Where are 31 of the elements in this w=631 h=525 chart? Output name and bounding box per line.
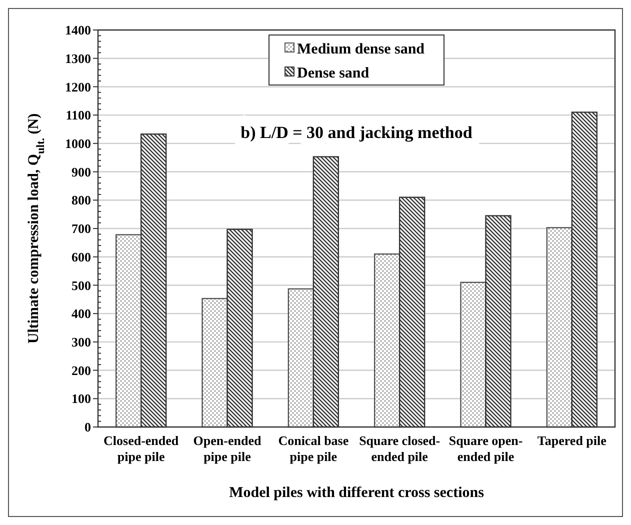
text: b) L/D = 30 and jacking method [240, 123, 473, 142]
y-tick-label: 200 [72, 362, 91, 378]
x-tick-label: Tapered pile [537, 433, 607, 448]
x-tick-label: Closed-ended pipe pile [104, 433, 180, 464]
legend-label: Dense sand [297, 65, 370, 82]
bar [460, 282, 486, 428]
y-tick-label: 1100 [66, 108, 91, 123]
y-tick-label: 1000 [65, 136, 91, 151]
x-tick-label: Square open-ended pile [448, 433, 523, 464]
y-tick-label: 400 [72, 306, 91, 322]
legend-label: Medium dense sand [297, 41, 426, 58]
y-tick-label: 100 [72, 391, 91, 406]
y-tick-label: 1200 [65, 79, 91, 94]
y-tick-label: 800 [72, 192, 91, 208]
y-tick-label: 600 [72, 249, 91, 264]
y-tick-label: 0 [84, 420, 91, 435]
bar [202, 298, 228, 428]
y-tick-label: 900 [72, 164, 91, 180]
x-axis-title: Model piles with different cross sections [229, 485, 484, 501]
bar [374, 253, 400, 428]
y-tick-label: 1300 [65, 50, 91, 66]
y-tick-label: 700 [72, 221, 91, 236]
y-tick-label: 1400 [65, 22, 91, 38]
y-tick-label: 300 [72, 334, 91, 350]
bar [115, 234, 142, 428]
bar [288, 288, 314, 428]
x-tick-label: Square closed-ended pile [359, 433, 440, 464]
x-tick-label: Conical base pipe pile [278, 433, 349, 464]
x-tick-label: Open-ended pipe pile [193, 433, 262, 464]
y-tick-label: 500 [72, 278, 91, 293]
bar [546, 227, 573, 428]
